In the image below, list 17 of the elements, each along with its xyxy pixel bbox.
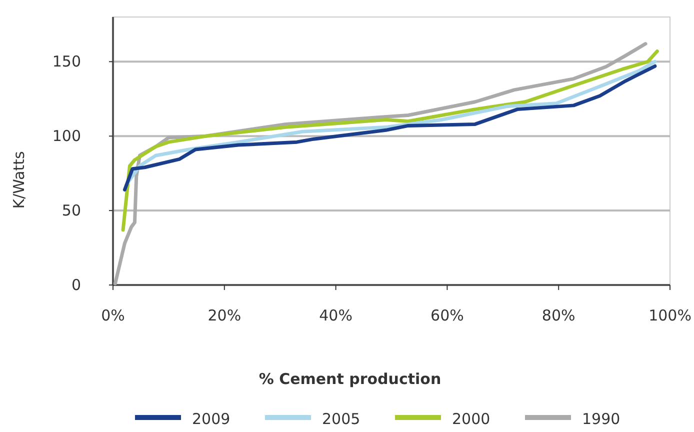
- y-tick-label: 100: [52, 126, 81, 145]
- x-tick-label: 100%: [648, 306, 692, 325]
- x-tick-label: 20%: [208, 306, 242, 325]
- line-series: [121, 49, 659, 232]
- legend-label: 2000: [452, 410, 490, 428]
- x-tick-label: 60%: [430, 306, 464, 325]
- y-tick-label: 0: [71, 276, 81, 294]
- legend-label: 2009: [192, 410, 230, 428]
- legend-label: 1990: [582, 410, 620, 428]
- x-tick-label: 0%: [101, 306, 125, 325]
- x-tick-label: 80%: [542, 306, 576, 325]
- y-tick-label: 50: [62, 201, 81, 220]
- x-axis-title: % Cement production: [258, 370, 442, 388]
- x-tick-label: 40%: [319, 306, 352, 325]
- y-tick-label: 150: [52, 52, 81, 70]
- legend-label: 2005: [322, 410, 360, 428]
- y-axis-title: K/Watts: [10, 151, 28, 209]
